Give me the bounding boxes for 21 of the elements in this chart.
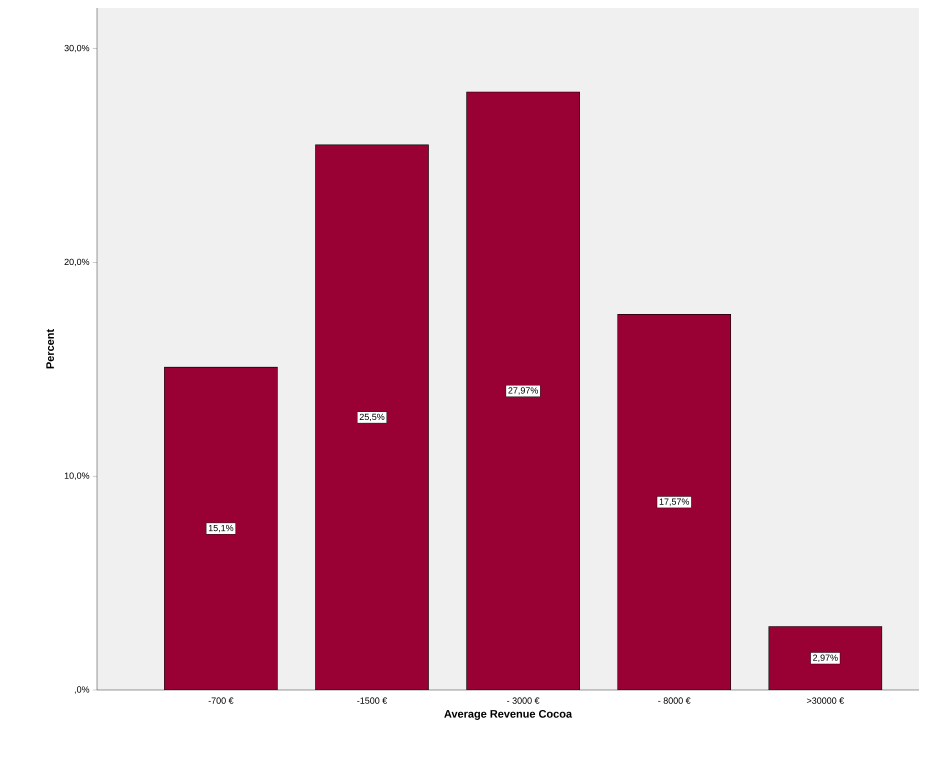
data-label: 17,57% <box>660 498 690 506</box>
x-tick-label: -1500 € <box>357 697 388 704</box>
data-label: 15,1% <box>208 524 234 532</box>
x-tick-label: >30000 € <box>806 697 844 704</box>
x-tick-label: - 3000 € <box>507 697 540 704</box>
x-tick-label: - 8000 € <box>658 697 691 704</box>
data-label: 2,97% <box>813 654 838 662</box>
x-axis-title: Average Revenue Cocoa <box>444 710 572 720</box>
bar <box>466 92 580 690</box>
bar <box>164 367 278 690</box>
x-tick-label: -700 € <box>208 697 234 704</box>
y-tick-label: 30,0% <box>64 44 90 52</box>
bar <box>768 626 882 690</box>
data-label: 27,97% <box>508 387 538 395</box>
y-tick-label: 10,0% <box>64 472 90 480</box>
bar <box>316 144 429 690</box>
y-axis-title: Percent <box>46 329 54 368</box>
y-tick-label: ,0% <box>74 686 90 694</box>
bar <box>618 314 731 690</box>
data-label: 25,5% <box>360 414 384 422</box>
y-tick-label: 20,0% <box>64 258 90 266</box>
